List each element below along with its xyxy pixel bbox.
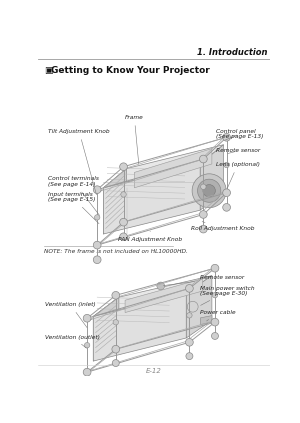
Circle shape <box>120 163 128 170</box>
Circle shape <box>113 319 118 325</box>
Polygon shape <box>103 145 224 188</box>
Circle shape <box>201 184 206 190</box>
Text: 1. Introduction: 1. Introduction <box>197 48 268 57</box>
Circle shape <box>212 332 218 339</box>
Text: Input terminals
(See page E-15): Input terminals (See page E-15) <box>48 192 99 224</box>
Polygon shape <box>200 316 212 324</box>
Polygon shape <box>186 276 212 338</box>
Circle shape <box>94 215 100 220</box>
Circle shape <box>120 233 128 241</box>
Polygon shape <box>93 297 119 361</box>
Circle shape <box>185 338 193 346</box>
Text: ▣: ▣ <box>44 66 52 75</box>
Circle shape <box>187 313 192 318</box>
Circle shape <box>223 134 230 141</box>
Circle shape <box>112 345 120 353</box>
Text: Frame: Frame <box>125 115 144 164</box>
Text: Getting to Know Your Projector: Getting to Know Your Projector <box>51 66 209 75</box>
Polygon shape <box>125 279 202 313</box>
Circle shape <box>187 301 198 312</box>
Circle shape <box>224 162 229 168</box>
Circle shape <box>84 382 91 390</box>
Text: PAN Adjustment Knob: PAN Adjustment Knob <box>118 231 182 242</box>
Text: Control terminals
(See page E-14): Control terminals (See page E-14) <box>48 176 99 215</box>
Circle shape <box>211 318 219 326</box>
Text: Lens (optional): Lens (optional) <box>216 162 260 188</box>
Text: Ventilation (inlet): Ventilation (inlet) <box>45 302 96 327</box>
Text: Main power switch
(See page E-30): Main power switch (See page E-30) <box>200 286 255 305</box>
Circle shape <box>211 264 219 272</box>
Polygon shape <box>200 145 224 210</box>
Circle shape <box>112 291 120 299</box>
Circle shape <box>223 203 230 211</box>
Circle shape <box>185 285 193 292</box>
Polygon shape <box>93 293 186 361</box>
Text: Ventilation (outlet): Ventilation (outlet) <box>45 335 100 348</box>
Circle shape <box>93 186 101 193</box>
Circle shape <box>93 241 101 249</box>
Polygon shape <box>103 164 200 234</box>
Circle shape <box>120 218 128 226</box>
Circle shape <box>200 155 207 163</box>
Text: E-12: E-12 <box>146 368 162 374</box>
Circle shape <box>112 360 119 367</box>
Circle shape <box>212 292 218 298</box>
Circle shape <box>83 314 91 322</box>
Circle shape <box>186 353 193 360</box>
Text: Roll Adjustment Knob: Roll Adjustment Knob <box>191 222 254 231</box>
Circle shape <box>197 179 221 202</box>
Circle shape <box>200 225 207 233</box>
Circle shape <box>83 368 91 376</box>
Text: Control panel
(See page E-13): Control panel (See page E-13) <box>216 129 263 140</box>
Text: NOTE: The frame is not included on HL10000HD.: NOTE: The frame is not included on HL100… <box>44 249 188 254</box>
Text: Remote sensor: Remote sensor <box>164 275 244 286</box>
Circle shape <box>93 256 101 264</box>
Polygon shape <box>103 169 127 234</box>
Polygon shape <box>134 148 212 188</box>
Circle shape <box>203 184 215 197</box>
Text: Power cable: Power cable <box>200 310 236 321</box>
Circle shape <box>157 282 165 290</box>
Circle shape <box>192 174 226 208</box>
Polygon shape <box>93 276 212 316</box>
Circle shape <box>121 192 126 197</box>
Circle shape <box>223 189 230 197</box>
Circle shape <box>84 343 90 348</box>
Text: Tilt Adjustment Knob: Tilt Adjustment Knob <box>48 129 110 195</box>
Text: Remote sensor: Remote sensor <box>216 148 260 154</box>
Circle shape <box>200 211 207 218</box>
